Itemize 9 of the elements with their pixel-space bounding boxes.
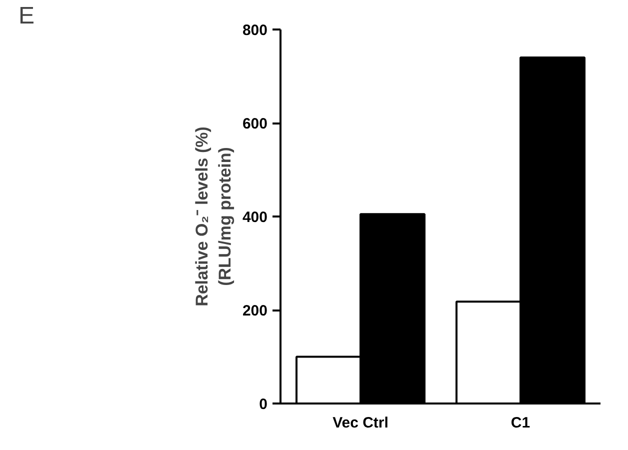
y-tick-label: 200	[242, 302, 268, 320]
y-tick-label: 800	[242, 22, 268, 39]
y-axis-title: Relative O₂⁻ levels (%) (RLU/mg protein)	[192, 126, 234, 306]
y-tick-label: 600	[242, 116, 268, 132]
x-tick-label: C1	[510, 414, 530, 432]
x-tick-label: Vec Ctrl	[332, 414, 388, 432]
y-tick-label: 0	[259, 396, 268, 413]
y-tick-label: 400	[242, 209, 268, 226]
text: E	[18, 2, 35, 30]
